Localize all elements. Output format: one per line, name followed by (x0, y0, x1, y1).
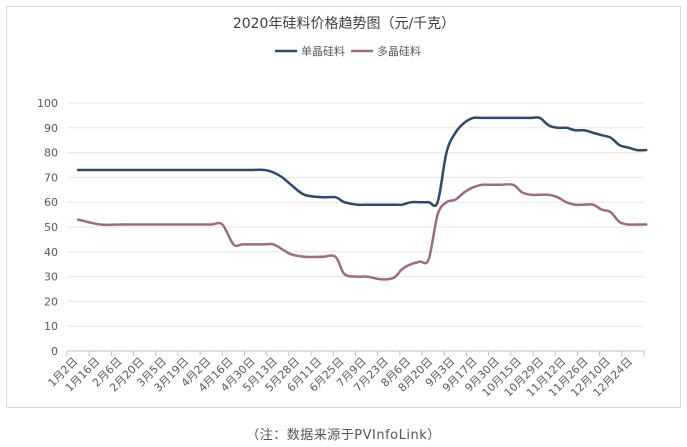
y-tick-label: 100 (37, 97, 58, 110)
y-axis: 0 10 20 30 40 50 60 70 80 90 100 (37, 97, 58, 358)
y-tick-label: 20 (44, 295, 58, 308)
y-tick-label: 30 (44, 271, 58, 284)
y-tick-label: 0 (51, 345, 58, 358)
y-tick-label: 90 (44, 122, 58, 135)
legend-label: 单晶硅料 (301, 44, 345, 58)
price-trend-chart: 2020年硅料价格趋势图（元/千克） 单晶硅料 多晶硅料 0 10 20 30 40 50 6… (37, 16, 648, 399)
chart-title: 2020年硅料价格趋势图（元/千克） (233, 16, 455, 32)
series-layer (76, 116, 648, 281)
y-tick-label: 40 (44, 246, 58, 259)
legend-label: 多晶硅料 (377, 44, 421, 58)
y-tick-label: 10 (44, 320, 58, 333)
series-line-1 (76, 116, 648, 208)
y-tick-label: 70 (44, 171, 58, 184)
y-tick-label: 60 (44, 196, 58, 209)
x-axis: 1月2日1月16日2月6日2月20日3月5日3月19日4月2日4月16日4月30… (46, 351, 645, 399)
series-line-2 (76, 183, 648, 281)
y-tick-label: 80 (44, 147, 58, 160)
grid (67, 102, 644, 352)
chart-frame: 2020年硅料价格趋势图（元/千克） 单晶硅料 多晶硅料 0 10 20 30 40 50 6… (6, 6, 681, 408)
legend: 单晶硅料 多晶硅料 (275, 44, 421, 58)
data-source-note: （注：数据来源于PVInfoLink） (246, 428, 441, 443)
y-tick-label: 50 (44, 221, 58, 234)
